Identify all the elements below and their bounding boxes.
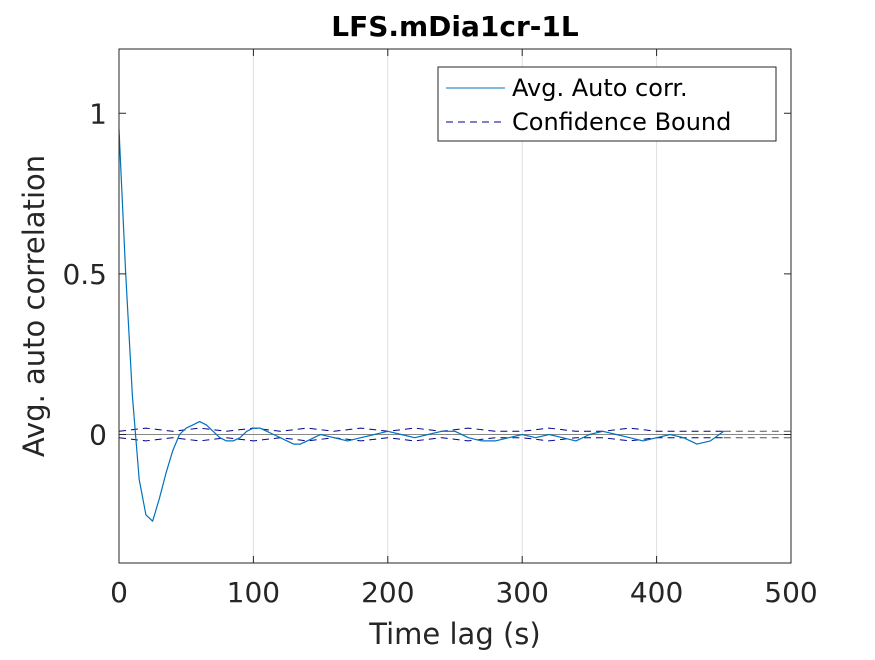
x-tick-label: 400 [630, 576, 683, 609]
legend-box [437, 66, 777, 142]
legend-label-avg-auto-corr: Avg. Auto corr. [512, 74, 688, 102]
x-tick-label: 500 [764, 576, 817, 609]
reference-lines [119, 430, 791, 439]
x-axis-label: Time lag (s) [368, 617, 540, 651]
axis-ticks: 0 100 200 300 400 500 0 0.5 1 [62, 49, 818, 609]
x-tick-label: 0 [110, 576, 128, 609]
legend: Avg. Auto corr. Confidence Bound [437, 66, 777, 142]
series-confidence-bound-lower [118, 437, 724, 442]
axes-box [118, 48, 792, 564]
y-tick-label: 0.5 [62, 258, 107, 291]
series-avg-auto-corr [118, 129, 725, 522]
y-tick-label: 1 [89, 97, 107, 130]
series-layer [118, 129, 725, 522]
x-tick-label: 300 [495, 576, 548, 609]
y-axis-label: Avg. auto correlation [17, 155, 51, 457]
y-tick-label: 0 [89, 419, 107, 452]
x-tick-label: 100 [227, 576, 280, 609]
x-tick-label: 200 [361, 576, 414, 609]
legend-label-confidence-bound: Confidence Bound [512, 108, 731, 136]
series-confidence-bound-upper [118, 427, 724, 432]
chart-title: LFS.mDia1cr-1L [331, 10, 579, 43]
